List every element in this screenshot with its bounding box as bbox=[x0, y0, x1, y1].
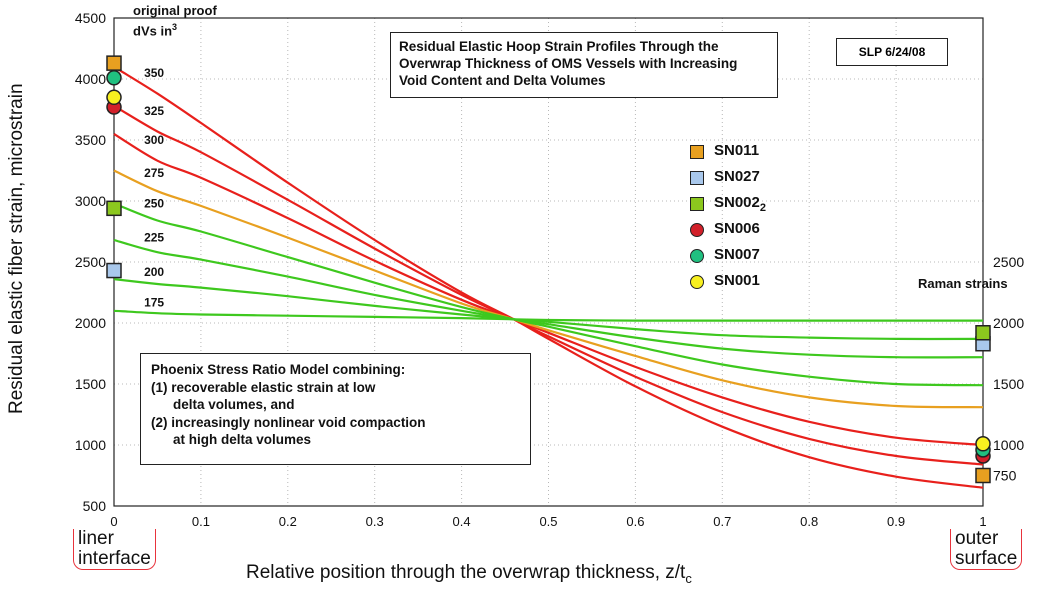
y-tick-label: 1500 bbox=[75, 376, 106, 392]
marker-SN027 bbox=[106, 262, 122, 279]
y-tick-label: 4500 bbox=[75, 10, 106, 26]
x-tick-label: 0.8 bbox=[800, 514, 818, 529]
series-line-175 bbox=[113, 309, 983, 322]
marker-SN011 bbox=[975, 467, 991, 484]
legend-marker-SN007 bbox=[690, 249, 704, 263]
legend-label-SN006: SN006 bbox=[714, 220, 760, 237]
x-tick-label: 0.1 bbox=[192, 514, 210, 529]
y-tick-label: 1000 bbox=[75, 437, 106, 453]
legend-label-SN027: SN027 bbox=[714, 168, 760, 185]
marker-SN001 bbox=[975, 436, 991, 452]
marker-SN002 bbox=[975, 325, 991, 341]
date-label: SLP 6/24/08 bbox=[836, 38, 948, 66]
x-tick-label: 1 bbox=[979, 514, 986, 529]
y-tick-label: 3000 bbox=[75, 193, 106, 209]
series-label-250: 250 bbox=[144, 197, 164, 211]
series-label-300: 300 bbox=[144, 133, 164, 147]
model-line-3: delta volumes, and bbox=[173, 397, 295, 412]
x-tick-label: 0.6 bbox=[626, 514, 644, 529]
legend-marker-SN006 bbox=[690, 223, 704, 237]
x-tick-label: 0.9 bbox=[887, 514, 905, 529]
x-tick-label: 0.3 bbox=[366, 514, 384, 529]
x-tick-label: 0.5 bbox=[539, 514, 557, 529]
x-tick-label: 0 bbox=[110, 514, 117, 529]
chart-title: Residual Elastic Hoop Strain Profiles Th… bbox=[390, 32, 778, 98]
marker-SN011 bbox=[106, 55, 122, 71]
y-tick-label: 3500 bbox=[75, 132, 106, 148]
series-label-325: 325 bbox=[144, 104, 164, 118]
curve-group-label: original proof dVs in3 bbox=[133, 2, 217, 39]
curve-group-label-sup: 3 bbox=[172, 22, 178, 32]
model-line-4: (2) increasingly nonlinear void compacti… bbox=[151, 414, 426, 430]
legend-label-SN001: SN001 bbox=[714, 272, 760, 289]
legend-marker-SN001 bbox=[690, 275, 704, 289]
curve-group-label-line2: dVs in bbox=[133, 23, 173, 39]
right-axis-tick-label: 1500 bbox=[993, 376, 1024, 392]
right-axis-tick-label: 2500 bbox=[993, 254, 1024, 270]
plot-border bbox=[113, 17, 984, 507]
x-tick-label: 0.7 bbox=[713, 514, 731, 529]
liner-interface-line2: interface bbox=[78, 548, 151, 569]
y-tick-label: 500 bbox=[83, 498, 107, 514]
model-line-5: at high delta volumes bbox=[173, 432, 312, 447]
model-description-box: Phoenix Stress Ratio Model combining: (1… bbox=[140, 353, 531, 465]
legend-marker-SN027 bbox=[690, 171, 704, 185]
right-axis-tick-label: 2000 bbox=[993, 315, 1024, 331]
marker-SN002 bbox=[106, 200, 122, 217]
legend-marker-SN011 bbox=[690, 145, 704, 159]
outer-surface-label: outer surface bbox=[950, 528, 1023, 570]
x-tick-label: 0.2 bbox=[279, 514, 297, 529]
liner-interface-label: liner interface bbox=[73, 529, 156, 570]
series-label-275: 275 bbox=[144, 166, 164, 180]
x-tick-label: 0.4 bbox=[453, 514, 471, 529]
y-tick-label: 2500 bbox=[75, 254, 106, 270]
x-axis-label-subscript: c bbox=[685, 570, 692, 586]
liner-interface-line1: liner bbox=[78, 528, 114, 549]
right-axis-tick-label: 750 bbox=[993, 468, 1017, 484]
model-line-1: Phoenix Stress Ratio Model combining: bbox=[151, 362, 406, 377]
series-label-200: 200 bbox=[144, 265, 164, 279]
marker-SN001 bbox=[106, 89, 122, 106]
legend-marker-SN002 bbox=[690, 197, 704, 211]
y-tick-label: 4000 bbox=[75, 71, 106, 87]
series-label-350: 350 bbox=[144, 66, 164, 80]
series-label-225: 225 bbox=[144, 230, 164, 244]
outer-surface-line2: surface bbox=[955, 548, 1018, 569]
legend-label-SN002: SN0022 bbox=[714, 194, 766, 214]
y-tick-label: 2000 bbox=[75, 315, 106, 331]
right-axis-title: Raman strains bbox=[918, 276, 1008, 291]
legend-label-SN007: SN007 bbox=[714, 246, 760, 263]
outer-surface-line1: outer bbox=[955, 528, 999, 549]
marker-SN007 bbox=[106, 70, 122, 86]
x-axis-label-main: Relative position through the overwrap t… bbox=[246, 562, 686, 583]
x-axis-label: Relative position through the overwrap t… bbox=[246, 562, 692, 586]
curve-group-label-line1: original proof bbox=[133, 3, 217, 18]
model-line-2: (1) recoverable elastic strain at low bbox=[151, 379, 376, 395]
y-axis-label: Residual elastic fiber strain, microstra… bbox=[6, 83, 27, 414]
right-axis-tick-label: 1000 bbox=[993, 437, 1024, 453]
legend-label-SN011: SN011 bbox=[714, 142, 760, 159]
series-label-175: 175 bbox=[144, 295, 164, 309]
